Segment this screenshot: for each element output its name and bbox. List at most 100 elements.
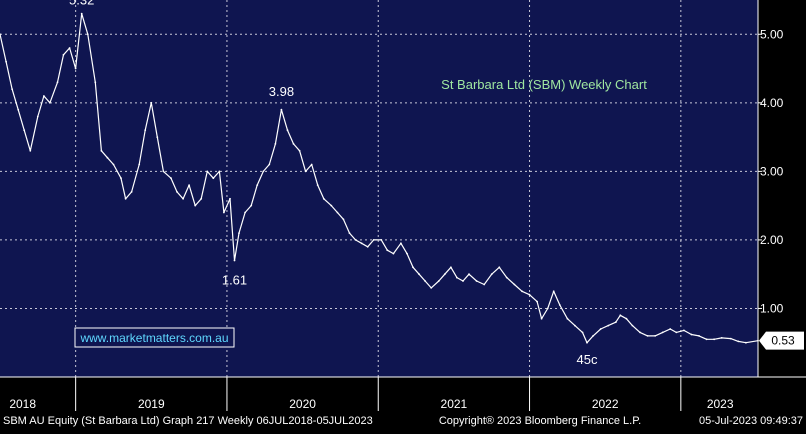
price-point <box>342 218 345 221</box>
x-tick-label: 2023 <box>707 397 734 411</box>
price-point <box>250 204 253 207</box>
price-point <box>592 335 594 337</box>
price-point <box>483 283 486 286</box>
price-point <box>188 184 191 187</box>
footer-center: Copyright® 2023 Bloomberg Finance L.P. <box>439 415 641 427</box>
price-point <box>5 60 7 63</box>
price-point <box>310 163 313 166</box>
price-point <box>757 339 759 342</box>
price-point <box>586 341 588 344</box>
watermark-box: www.marketmatters.com.au <box>74 327 235 348</box>
chart-title: St Barbara Ltd (SBM) Weekly Chart <box>441 77 647 92</box>
price-point <box>144 129 147 132</box>
price-point <box>380 239 383 241</box>
price-point <box>536 300 538 303</box>
price-point <box>156 136 159 139</box>
y-tick-label: 5.00 <box>760 27 784 41</box>
price-point <box>406 252 408 255</box>
price-point <box>286 129 289 132</box>
price-point <box>274 143 277 145</box>
footer-bar <box>0 411 806 429</box>
price-point <box>552 290 555 293</box>
price-point <box>218 170 221 173</box>
price-point <box>100 149 103 152</box>
y-tick-label: 3.00 <box>760 164 784 178</box>
plot-area <box>0 0 758 377</box>
price-point <box>625 317 628 320</box>
price-point <box>498 266 501 269</box>
price-point <box>200 197 203 200</box>
x-tick-label: 2021 <box>441 397 468 411</box>
y-tick-label: 1.00 <box>760 301 784 315</box>
price-point <box>468 273 470 276</box>
y-axis-ticks: 1.00 2.00 3.00 4.00 5.00 <box>757 0 784 377</box>
price-point <box>256 184 259 187</box>
price-point <box>729 337 732 340</box>
price-point <box>212 177 215 180</box>
price-point <box>229 197 231 200</box>
price-point <box>505 276 508 279</box>
price-point <box>194 204 197 207</box>
price-point <box>316 184 319 187</box>
price-point <box>182 197 185 200</box>
price-point <box>558 304 561 306</box>
price-point <box>298 149 301 152</box>
annotation-label: 45c <box>577 352 598 367</box>
price-point <box>330 204 333 207</box>
price-point <box>513 283 516 286</box>
price-point <box>475 280 478 282</box>
price-point <box>304 170 307 173</box>
annotation-label: 3.98 <box>269 84 294 99</box>
price-point <box>336 211 339 214</box>
y-tick-label: 4.00 <box>760 96 784 110</box>
price-point <box>698 335 700 337</box>
annotation-label: 1.61 <box>222 273 247 288</box>
price-point <box>0 33 1 36</box>
price-point <box>456 276 458 279</box>
x-tick-label: 2018 <box>9 397 36 411</box>
price-point <box>462 280 464 282</box>
price-point <box>720 337 723 339</box>
price-point <box>574 324 576 327</box>
price-point <box>546 307 549 310</box>
price-point <box>43 95 45 97</box>
price-point <box>74 67 77 70</box>
price-point <box>120 177 122 180</box>
price-point <box>354 239 357 241</box>
price-point <box>540 317 543 320</box>
series-layer <box>0 12 759 344</box>
x-tick-label: 2022 <box>592 397 619 411</box>
price-point <box>62 53 65 56</box>
y-axis-panel <box>758 0 806 377</box>
price-point <box>437 280 440 282</box>
price-point <box>29 149 32 152</box>
price-point <box>244 211 247 214</box>
price-point <box>56 81 59 84</box>
price-point <box>130 191 133 193</box>
price-point <box>366 245 369 248</box>
price-point <box>49 101 51 104</box>
price-point <box>23 129 26 132</box>
price-point <box>106 156 109 159</box>
price-point <box>280 108 283 111</box>
price-point <box>450 266 452 269</box>
price-point <box>36 115 39 118</box>
x-tick-label: 2019 <box>138 397 165 411</box>
price-point <box>112 163 115 166</box>
annotation-layer: 5.32 3.98 1.61 45c <box>69 0 598 367</box>
price-point <box>233 259 236 262</box>
price-point <box>348 232 351 235</box>
price-point <box>68 47 71 49</box>
price-point <box>206 170 209 173</box>
price-point <box>124 197 127 200</box>
price-point <box>745 341 747 344</box>
watermark-text: www.marketmatters.com.au <box>79 331 228 345</box>
x-axis-ticks: 2018 2019 2020 2021 2022 2023 <box>0 376 806 411</box>
price-point <box>238 232 240 235</box>
price-point <box>138 163 141 166</box>
price-point <box>631 324 634 327</box>
price-point <box>669 328 672 330</box>
price-point <box>654 335 656 337</box>
